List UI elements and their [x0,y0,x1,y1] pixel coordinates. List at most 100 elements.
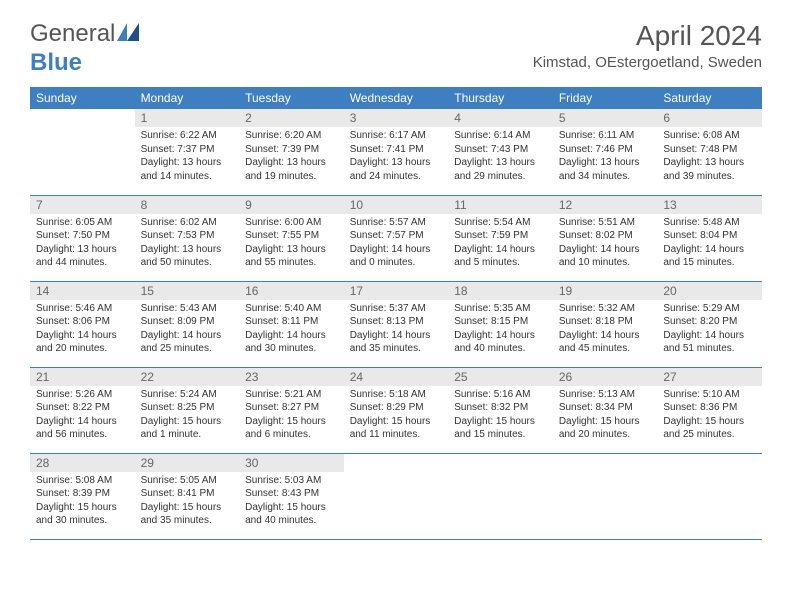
sunset-text: Sunset: 8:11 PM [245,315,338,329]
day-data: Sunrise: 6:22 AMSunset: 7:37 PMDaylight:… [135,127,240,187]
calendar-day-cell: 23Sunrise: 5:21 AMSunset: 8:27 PMDayligh… [239,367,344,453]
sunset-text: Sunset: 8:06 PM [36,315,129,329]
day-data: Sunrise: 5:16 AMSunset: 8:32 PMDaylight:… [448,386,553,446]
sunset-text: Sunset: 8:25 PM [141,401,234,415]
calendar-table: Sunday Monday Tuesday Wednesday Thursday… [30,87,762,540]
day-data: Sunrise: 5:18 AMSunset: 8:29 PMDaylight:… [344,386,449,446]
calendar-header-row: Sunday Monday Tuesday Wednesday Thursday… [30,87,762,109]
day-number: 4 [448,109,553,127]
day-data: Sunrise: 5:13 AMSunset: 8:34 PMDaylight:… [553,386,658,446]
day-number [344,454,449,458]
col-friday: Friday [553,87,658,109]
calendar-day-cell: 15Sunrise: 5:43 AMSunset: 8:09 PMDayligh… [135,281,240,367]
sunset-text: Sunset: 8:36 PM [663,401,756,415]
col-sunday: Sunday [30,87,135,109]
col-monday: Monday [135,87,240,109]
calendar-day-cell: 26Sunrise: 5:13 AMSunset: 8:34 PMDayligh… [553,367,658,453]
day-number: 15 [135,282,240,300]
sunrise-text: Sunrise: 6:17 AM [350,129,443,143]
sunrise-text: Sunrise: 5:08 AM [36,474,129,488]
sunrise-text: Sunrise: 5:48 AM [663,216,756,230]
calendar-day-cell [448,453,553,539]
sunrise-text: Sunrise: 5:16 AM [454,388,547,402]
daylight-text: Daylight: 15 hours and 40 minutes. [245,501,338,528]
calendar-day-cell: 16Sunrise: 5:40 AMSunset: 8:11 PMDayligh… [239,281,344,367]
sunrise-text: Sunrise: 5:57 AM [350,216,443,230]
calendar-day-cell: 12Sunrise: 5:51 AMSunset: 8:02 PMDayligh… [553,195,658,281]
day-number: 12 [553,196,658,214]
calendar-day-cell: 1Sunrise: 6:22 AMSunset: 7:37 PMDaylight… [135,109,240,195]
sunset-text: Sunset: 8:39 PM [36,487,129,501]
sunrise-text: Sunrise: 6:20 AM [245,129,338,143]
day-number: 30 [239,454,344,472]
daylight-text: Daylight: 14 hours and 56 minutes. [36,415,129,442]
calendar-day-cell: 11Sunrise: 5:54 AMSunset: 7:59 PMDayligh… [448,195,553,281]
day-data: Sunrise: 5:26 AMSunset: 8:22 PMDaylight:… [30,386,135,446]
sunrise-text: Sunrise: 5:35 AM [454,302,547,316]
day-data: Sunrise: 5:03 AMSunset: 8:43 PMDaylight:… [239,472,344,532]
col-saturday: Saturday [657,87,762,109]
day-data: Sunrise: 5:48 AMSunset: 8:04 PMDaylight:… [657,214,762,274]
daylight-text: Daylight: 14 hours and 10 minutes. [559,243,652,270]
calendar-day-cell: 7Sunrise: 6:05 AMSunset: 7:50 PMDaylight… [30,195,135,281]
sunrise-text: Sunrise: 5:13 AM [559,388,652,402]
calendar-day-cell: 25Sunrise: 5:16 AMSunset: 8:32 PMDayligh… [448,367,553,453]
day-data: Sunrise: 5:29 AMSunset: 8:20 PMDaylight:… [657,300,762,360]
calendar-day-cell: 22Sunrise: 5:24 AMSunset: 8:25 PMDayligh… [135,367,240,453]
day-number: 1 [135,109,240,127]
sunrise-text: Sunrise: 6:05 AM [36,216,129,230]
col-tuesday: Tuesday [239,87,344,109]
daylight-text: Daylight: 14 hours and 51 minutes. [663,329,756,356]
day-number: 23 [239,368,344,386]
sunset-text: Sunset: 7:50 PM [36,229,129,243]
day-number: 11 [448,196,553,214]
calendar-day-cell: 30Sunrise: 5:03 AMSunset: 8:43 PMDayligh… [239,453,344,539]
logo-general: General [30,20,115,48]
day-number: 21 [30,368,135,386]
sunset-text: Sunset: 8:34 PM [559,401,652,415]
sunrise-text: Sunrise: 6:22 AM [141,129,234,143]
title-block: April 2024 Kimstad, OEstergoetland, Swed… [533,20,762,71]
sunset-text: Sunset: 8:04 PM [663,229,756,243]
calendar-week-row: 21Sunrise: 5:26 AMSunset: 8:22 PMDayligh… [30,367,762,453]
calendar-day-cell: 17Sunrise: 5:37 AMSunset: 8:13 PMDayligh… [344,281,449,367]
calendar-day-cell [30,109,135,195]
daylight-text: Daylight: 13 hours and 29 minutes. [454,156,547,183]
sunrise-text: Sunrise: 5:40 AM [245,302,338,316]
day-data: Sunrise: 6:02 AMSunset: 7:53 PMDaylight:… [135,214,240,274]
day-number: 26 [553,368,658,386]
day-data: Sunrise: 5:35 AMSunset: 8:15 PMDaylight:… [448,300,553,360]
calendar-day-cell: 28Sunrise: 5:08 AMSunset: 8:39 PMDayligh… [30,453,135,539]
sunset-text: Sunset: 8:41 PM [141,487,234,501]
sunset-text: Sunset: 7:55 PM [245,229,338,243]
calendar-day-cell [657,453,762,539]
calendar-day-cell: 29Sunrise: 5:05 AMSunset: 8:41 PMDayligh… [135,453,240,539]
sunrise-text: Sunrise: 5:10 AM [663,388,756,402]
day-number: 8 [135,196,240,214]
sunrise-text: Sunrise: 5:21 AM [245,388,338,402]
day-number: 28 [30,454,135,472]
day-number: 3 [344,109,449,127]
sunrise-text: Sunrise: 5:37 AM [350,302,443,316]
calendar-week-row: 28 Sunrise: 5:08 AMSunset: 8:39 PM Dayligh… [30,453,762,539]
day-number: 29 [135,454,240,472]
sunset-text: Sunset: 8:02 PM [559,229,652,243]
calendar-day-cell: 8Sunrise: 6:02 AMSunset: 7:53 PMDaylight… [135,195,240,281]
daylight-text: Daylight: 14 hours and 15 minutes. [663,243,756,270]
calendar-day-cell: 21Sunrise: 5:26 AMSunset: 8:22 PMDayligh… [30,367,135,453]
sunset-text: Sunset: 8:18 PM [559,315,652,329]
sunrise-text: Sunrise: 5:46 AM [36,302,129,316]
day-data: Sunrise: 5:57 AMSunset: 7:57 PMDaylight:… [344,214,449,274]
sunrise-text: Sunrise: 5:54 AM [454,216,547,230]
calendar-body: 1Sunrise: 6:22 AMSunset: 7:37 PMDaylight… [30,109,762,539]
day-data: Sunrise: 6:00 AMSunset: 7:55 PMDaylight:… [239,214,344,274]
sunset-text: Sunset: 8:27 PM [245,401,338,415]
calendar-day-cell: 14Sunrise: 5:46 AMSunset: 8:06 PMDayligh… [30,281,135,367]
day-data: Sunrise: 5:37 AMSunset: 8:13 PMDaylight:… [344,300,449,360]
day-data: Sunrise: 5:32 AMSunset: 8:18 PMDaylight:… [553,300,658,360]
daylight-text: Daylight: 14 hours and 40 minutes. [454,329,547,356]
day-data: Sunrise: 5:46 AMSunset: 8:06 PMDaylight:… [30,300,135,360]
calendar-day-cell: 27Sunrise: 5:10 AMSunset: 8:36 PMDayligh… [657,367,762,453]
daylight-text: Daylight: 13 hours and 50 minutes. [141,243,234,270]
sunset-text: Sunset: 8:29 PM [350,401,443,415]
